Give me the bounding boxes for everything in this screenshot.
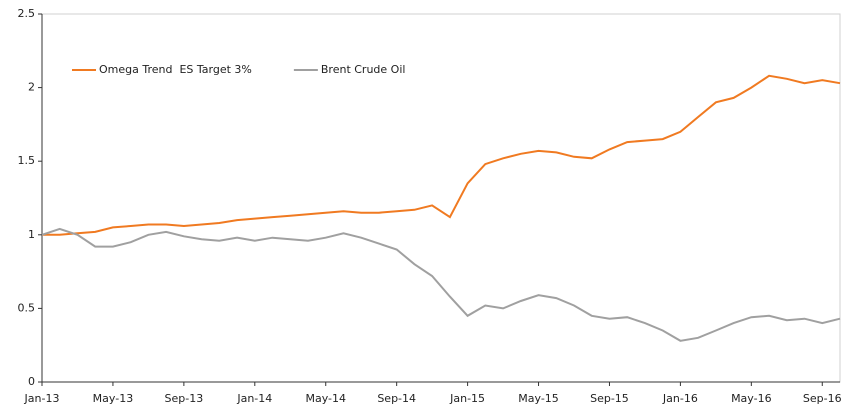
y-tick-label: 1 [28, 228, 35, 241]
y-tick-label: 1.5 [18, 154, 36, 167]
x-tick-label: May-13 [93, 392, 134, 405]
x-tick-label: May-15 [518, 392, 559, 405]
x-tick-label: Sep-15 [590, 392, 629, 405]
x-tick-label: Jan-13 [24, 392, 60, 405]
series-line [41, 227, 841, 342]
y-tick-label: 0 [28, 375, 35, 388]
y-tick-label: 2 [28, 81, 35, 94]
legend-label: Omega Trend ES Target 3% [99, 63, 252, 76]
y-tick-label: 0.5 [18, 301, 36, 314]
x-tick-label: May-14 [305, 392, 346, 405]
series-line [42, 74, 841, 236]
x-tick-label: May-16 [731, 392, 772, 405]
legend-label: Brent Crude Oil [321, 63, 406, 76]
y-tick-label: 2.5 [18, 7, 36, 20]
x-tick-label: Sep-14 [377, 392, 416, 405]
x-tick-label: Jan-15 [449, 392, 485, 405]
x-tick-label: Jan-14 [236, 392, 272, 405]
x-tick-label: Sep-16 [803, 392, 842, 405]
x-tick-label: Jan-16 [662, 392, 698, 405]
x-tick-label: Sep-13 [165, 392, 204, 405]
